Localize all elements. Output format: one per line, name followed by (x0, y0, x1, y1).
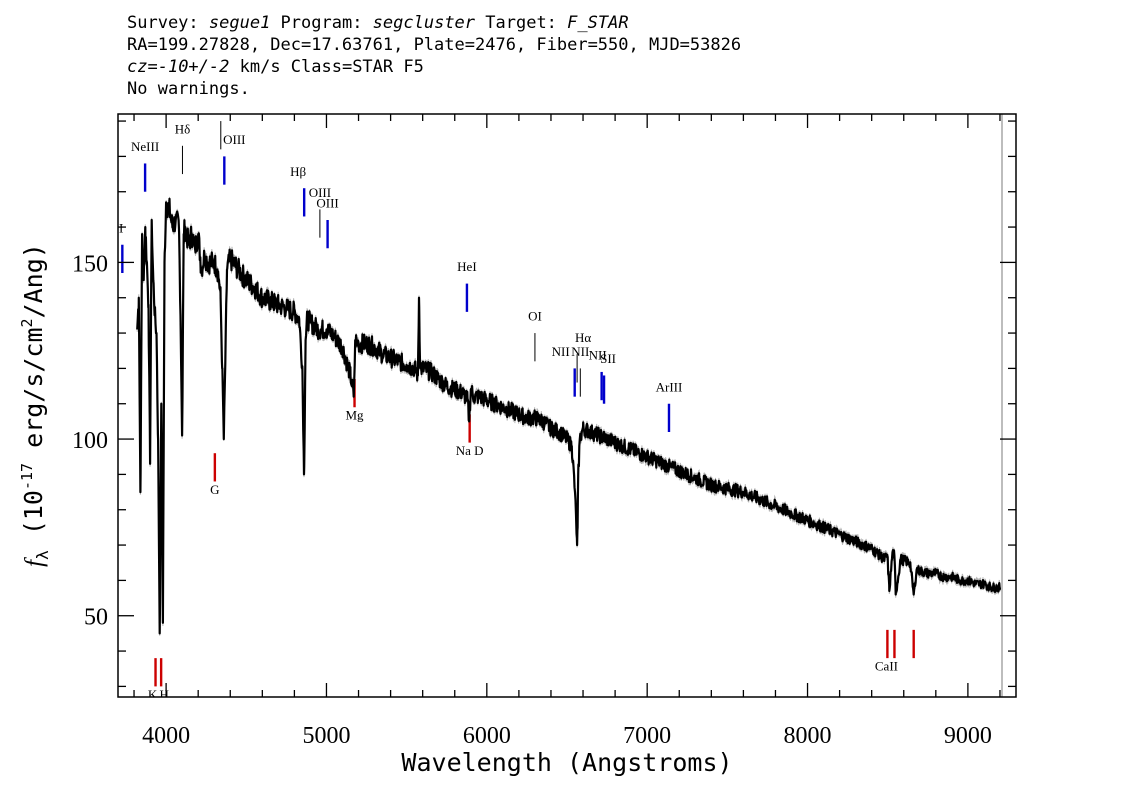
class-text: km/s Class=STAR F5 (229, 57, 424, 77)
header-line-redshift: cz=-10+/-2 km/s Class=STAR F5 (127, 56, 741, 78)
error-band-area (136, 196, 1001, 636)
plot-frame (117, 113, 1017, 698)
header-line-coordinates: RA=199.27828, Dec=17.63761, Plate=2476, … (127, 35, 742, 55)
x-axis-title: Wavelength (Angstroms) (401, 748, 732, 777)
line-marker-label: OIII (223, 132, 245, 147)
line-marker-label: G (210, 482, 219, 497)
flux-line (136, 197, 1002, 635)
line-marker-label: H (159, 687, 168, 702)
line-marker-label: Mg (345, 408, 364, 423)
line-marker-label: Hγ (213, 97, 228, 112)
flux-series (136, 197, 1002, 635)
y-axis-title: fλ (10-17 erg/s/cm2/Ang) (18, 243, 52, 567)
x-tick-label: 7000 (623, 723, 671, 749)
axis-ticks: 4000 5000 6000 7000 8000 9000 50 100 150 (72, 114, 1016, 749)
line-marker-label: NII (571, 344, 589, 359)
x-tick-label: 5000 (302, 723, 350, 749)
line-marker-label: OI (528, 309, 542, 324)
line-marker-label: Hα (575, 330, 591, 345)
line-marker-label: NII (589, 348, 607, 363)
survey-label: Survey: (127, 13, 209, 33)
header-line-warnings: No warnings. (127, 79, 250, 99)
y-tick-label: 100 (72, 428, 108, 454)
cz-label: cz= (127, 57, 158, 77)
line-marker-label: ArIII (656, 379, 683, 394)
target-value: F_STAR (567, 13, 629, 33)
line-marker-label: OIII (316, 196, 338, 211)
x-tick-label: 8000 (784, 723, 832, 749)
header-line-survey: Survey: segue1 Program: segcluster Targe… (127, 12, 741, 34)
line-marker-label: OIII (309, 185, 331, 200)
line-marker-label: CaII (875, 659, 898, 674)
spectrum-header: Survey: segue1 Program: segcluster Targe… (127, 12, 741, 100)
line-marker-label: K (148, 687, 158, 702)
x-tick-label: 6000 (463, 723, 511, 749)
line-marker-label: Na D (456, 443, 484, 458)
x-tick-label: 9000 (944, 723, 992, 749)
line-marker-label: SII (600, 351, 616, 366)
y-tick-label: 150 (72, 251, 108, 277)
target-label: Target: (475, 13, 568, 33)
line-marker-label: Hβ (290, 164, 306, 179)
line-marker-label: NII (552, 344, 570, 359)
program-label: Program: (270, 13, 373, 33)
cz-value: -10+/-2 (157, 57, 230, 77)
line-marker-label: NeIII (131, 139, 159, 154)
survey-value: segue1 (208, 13, 271, 33)
y-tick-label: 50 (84, 605, 108, 631)
program-value: segcluster (372, 13, 476, 33)
x-tick-label: 4000 (142, 723, 190, 749)
line-marker-label: Hδ (175, 121, 191, 136)
line-marker-label: HeI (457, 259, 477, 274)
flux-error-band (136, 196, 1001, 636)
line-marker-label: OII (105, 220, 123, 235)
